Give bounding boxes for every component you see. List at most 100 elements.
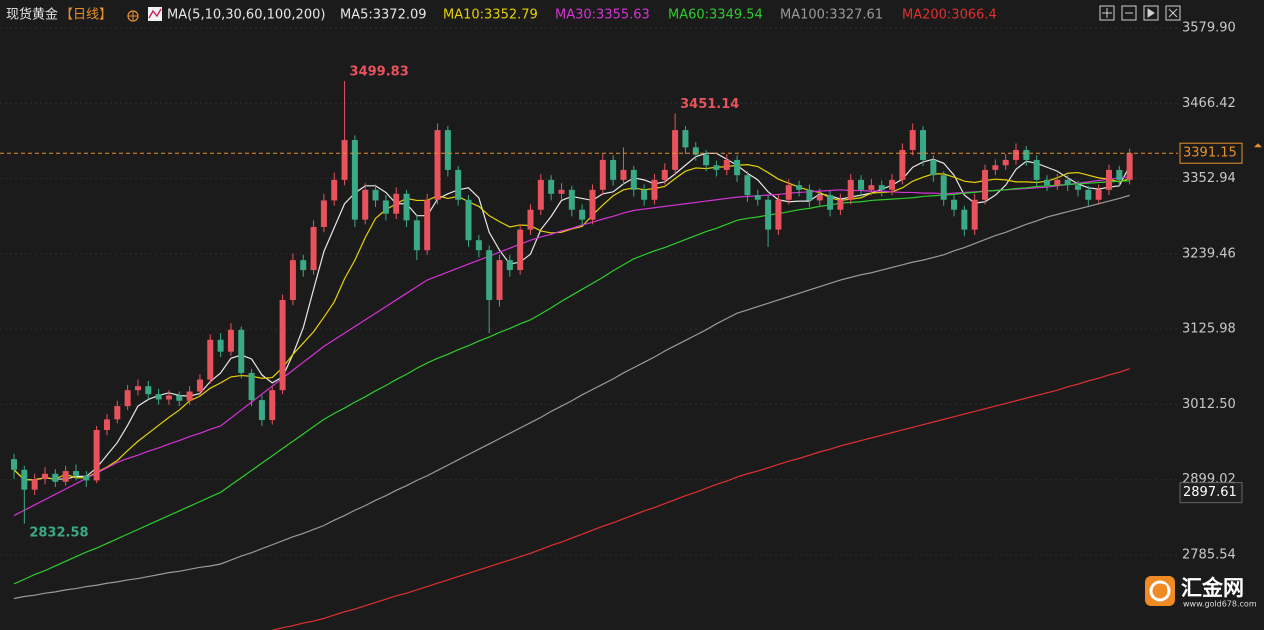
candle-body	[62, 471, 69, 482]
candle-body	[114, 406, 121, 420]
grid	[0, 27, 1178, 556]
legend-entry: MA60:3349.54	[668, 8, 763, 23]
candle-body	[444, 130, 451, 170]
candle-body	[889, 179, 896, 190]
logo: 汇金网 www.gold678.com	[1145, 576, 1257, 609]
candle-body	[196, 379, 203, 392]
candle-body	[548, 179, 555, 194]
y-tick-label: 2785.54	[1182, 548, 1236, 563]
candle-body	[527, 209, 534, 230]
candle-body	[713, 165, 720, 170]
candle-body	[103, 419, 110, 430]
period: 【日线】	[60, 8, 112, 23]
candle-body	[816, 195, 823, 201]
candle-body	[134, 386, 141, 391]
candle-body	[517, 229, 524, 271]
candle-body	[682, 130, 689, 148]
candle-body	[1023, 150, 1030, 160]
low-annotation: 2832.58	[29, 525, 88, 540]
candle-body	[403, 193, 410, 221]
candle-body	[341, 140, 348, 180]
candle-body	[475, 240, 482, 251]
candle-body	[599, 159, 606, 190]
candle-body	[537, 179, 544, 210]
candle-body	[258, 400, 265, 421]
candle-body	[837, 199, 844, 210]
high-annotation: 3451.14	[680, 97, 739, 112]
candle-body	[1095, 189, 1102, 200]
candle-body	[165, 395, 172, 400]
candle-body	[930, 159, 937, 176]
candle-body	[899, 150, 906, 180]
candle-body	[186, 391, 193, 401]
y-tick-label: 3579.90	[1182, 20, 1236, 35]
candle-body	[83, 475, 90, 481]
high-annotation: 3499.83	[350, 65, 409, 80]
candle-body	[765, 199, 772, 230]
candle-body	[827, 195, 834, 210]
candle-body	[320, 200, 327, 227]
candle-body	[93, 429, 100, 481]
y-tick-label: 3466.42	[1182, 96, 1236, 111]
last-price-label: 3391.15	[1183, 146, 1237, 161]
instrument: 现货黄金	[6, 7, 58, 23]
candles	[11, 81, 1133, 524]
candle-body	[300, 260, 307, 271]
candle-body	[1054, 179, 1061, 186]
candle-body	[1013, 150, 1020, 160]
candle-body	[703, 154, 710, 166]
candle-body	[723, 159, 730, 170]
candle-body	[124, 390, 131, 407]
candle-body	[465, 199, 472, 241]
candle-body	[961, 209, 968, 230]
candle-body	[878, 185, 885, 190]
candle-body	[558, 189, 565, 194]
logo-url: www.gold678.com	[1183, 600, 1257, 609]
candle-body	[982, 169, 989, 200]
candle-body	[72, 471, 79, 476]
legend-entry: MA200:3066.4	[902, 8, 997, 23]
candle-body	[692, 147, 699, 155]
candle-body	[1033, 159, 1040, 180]
candle-body	[331, 179, 338, 201]
ma-line	[272, 368, 1130, 630]
price-mark-label: 2897.61	[1183, 485, 1237, 500]
add-icon[interactable]	[127, 10, 139, 22]
candle-body	[1126, 153, 1133, 180]
candle-body	[11, 459, 17, 470]
price-mark-box	[1179, 482, 1243, 504]
legend-entry: MA30:3355.63	[555, 8, 650, 23]
candle-body	[992, 165, 999, 170]
legend-entry: MA5:3372.09	[340, 8, 427, 23]
candle-body	[424, 199, 431, 251]
candle-body	[1044, 179, 1050, 186]
candle-body	[1064, 179, 1071, 186]
candle-body	[672, 130, 679, 170]
candle-body	[661, 169, 668, 180]
candle-body	[248, 372, 255, 401]
toolbar[interactable]	[1099, 5, 1181, 21]
y-tick-label: 3239.46	[1182, 246, 1236, 261]
candle-body	[455, 169, 462, 200]
legend-entry: MA100:3327.61	[780, 8, 883, 23]
candle-body	[227, 329, 234, 352]
candle-body	[951, 199, 958, 210]
last-price-arrow	[1254, 143, 1262, 148]
candle-body	[52, 473, 59, 482]
y-tick-label: 3012.50	[1182, 397, 1236, 412]
indicator-icon[interactable]	[148, 7, 162, 21]
candle-body	[847, 179, 854, 200]
candle-body	[351, 140, 358, 220]
candle-body	[382, 200, 389, 214]
candle-body	[207, 339, 214, 380]
candle-body	[372, 189, 379, 201]
candle-body	[610, 159, 617, 180]
candle-body	[868, 185, 875, 190]
candle-body	[1105, 169, 1112, 190]
legend-entry: MA10:3352.79	[443, 8, 538, 23]
candle-body	[734, 159, 741, 176]
candle-body	[279, 299, 286, 391]
